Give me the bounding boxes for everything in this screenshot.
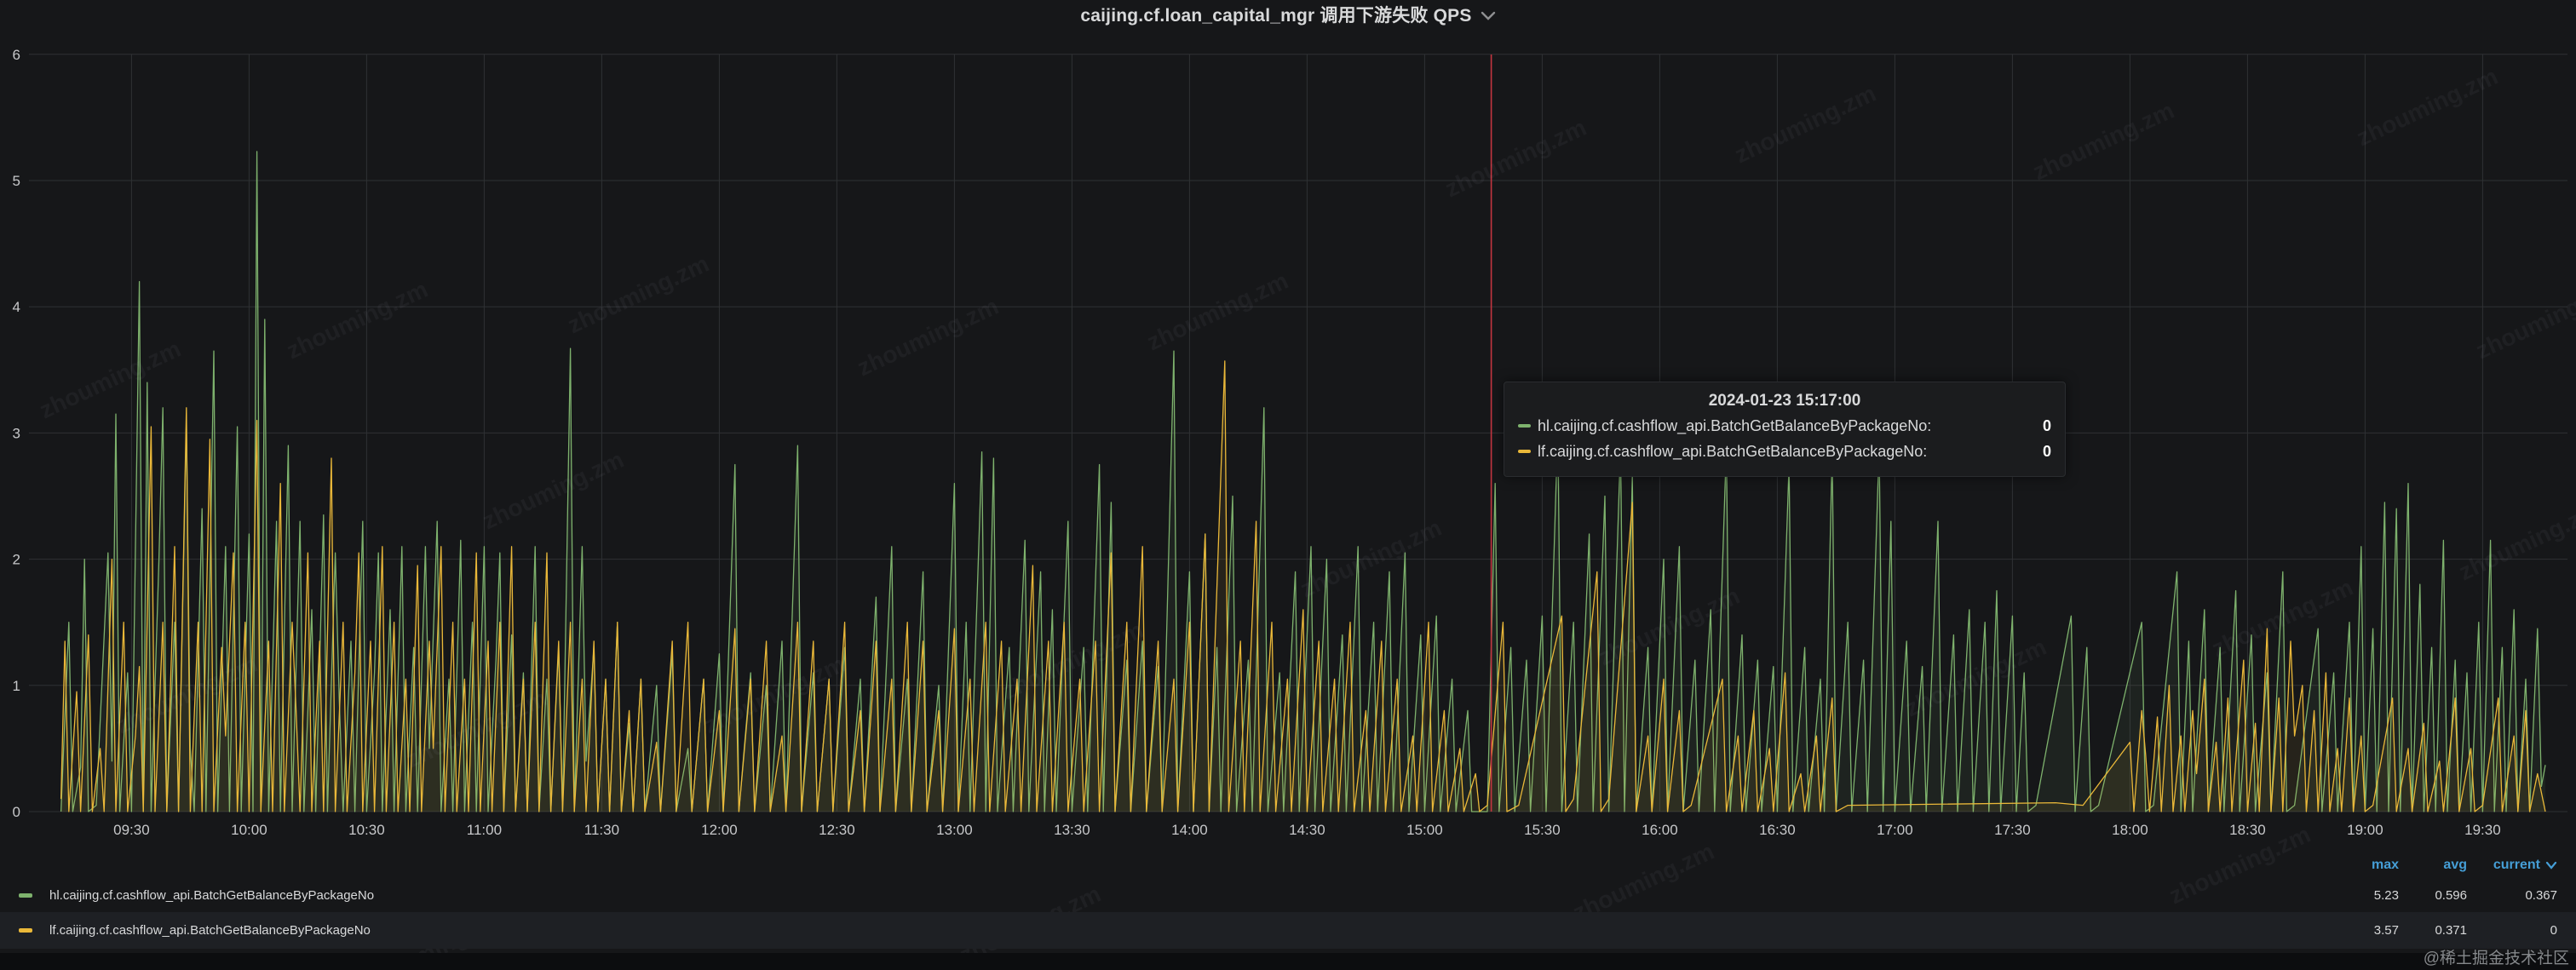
x-axis-label: 13:30 [1054,822,1090,838]
legend-series-label[interactable]: hl.caijing.cf.cashflow_api.BatchGetBalan… [49,888,375,903]
series-color-swatch[interactable] [19,928,32,933]
y-axis-label: 6 [13,47,20,63]
legend-avg-value: 0.596 [2435,888,2467,903]
y-axis-label: 1 [13,678,20,694]
series-fill-1 [60,360,2545,812]
series-fill-0 [60,151,2545,812]
legend-max-value: 5.23 [2373,888,2399,903]
legend-row-lf: lf.caijing.cf.cashflow_api.BatchGetBalan… [0,912,2576,949]
x-axis-label: 17:00 [1877,822,1913,838]
legend-sort-max[interactable]: max [2371,858,2399,872]
legend-max-value: 3.57 [2373,923,2399,938]
y-axis-label: 2 [13,552,20,568]
x-axis-label: 19:00 [2347,822,2383,838]
chevron-down-icon[interactable] [1481,11,1496,21]
legend-current-value: 0.367 [2525,888,2557,903]
legend-header: max avg current [0,852,2576,879]
y-axis-label: 4 [13,299,20,315]
x-axis-label: 09:30 [113,822,150,838]
legend-avg-value: 0.371 [2435,923,2467,938]
x-axis-label: 10:00 [231,822,267,838]
x-axis-label: 16:30 [1759,822,1796,838]
x-axis-label: 15:00 [1406,822,1443,838]
x-axis-label: 15:30 [1524,822,1561,838]
tooltip-series-value: 0 [2042,442,2051,460]
x-axis-label: 19:30 [2464,822,2501,838]
x-axis-label: 16:00 [1642,822,1678,838]
x-axis-label: 14:30 [1289,822,1325,838]
panel-bottom-strip [0,953,2576,970]
legend-series-label[interactable]: lf.caijing.cf.cashflow_api.BatchGetBalan… [49,923,371,938]
tooltip-row: lf.caijing.cf.cashflow_api.BatchGetBalan… [1518,439,2051,464]
tooltip-series-label: lf.caijing.cf.cashflow_api.BatchGetBalan… [1538,442,1928,460]
chart-tooltip: 2024-01-23 15:17:00 hl.caijing.cf.cashfl… [1504,382,2066,477]
x-axis-label: 13:00 [936,822,973,838]
x-axis-label: 18:30 [2229,822,2266,838]
x-axis-label: 17:30 [1994,822,2031,838]
panel-title-bar: caijing.cf.loan_capital_mgr 调用下游失败 QPS [0,0,2576,29]
y-axis-label: 5 [13,173,20,189]
tooltip-series-value: 0 [2042,416,2051,434]
legend-sort-current[interactable]: current [2467,858,2557,873]
y-axis-label: 3 [13,425,20,441]
legend: max avg current hl.caijing.cf.cashflow_a… [0,852,2576,949]
tooltip-timestamp: 2024-01-23 15:17:00 [1708,392,1861,410]
x-axis-label: 14:00 [1171,822,1208,838]
x-axis-label: 12:00 [701,822,738,838]
legend-row-hl: hl.caijing.cf.cashflow_api.BatchGetBalan… [0,879,2576,912]
x-axis-label: 12:30 [819,822,855,838]
series-line-1 [60,360,2546,812]
x-axis-label: 11:00 [467,822,502,838]
series-color-swatch [1518,450,1531,453]
sort-chevron-down-icon [2545,861,2557,870]
x-axis-label: 18:00 [2112,822,2148,838]
corner-watermark: @稀土掘金技术社区 [2423,950,2569,967]
series-color-swatch[interactable] [19,893,32,898]
tooltip-row: hl.caijing.cf.cashflow_api.BatchGetBalan… [1518,413,2051,439]
panel-title[interactable]: caijing.cf.loan_capital_mgr 调用下游失败 QPS [1080,6,1472,26]
series-color-swatch [1518,424,1531,428]
x-axis-label: 10:30 [348,822,385,838]
tooltip-series-label: hl.caijing.cf.cashflow_api.BatchGetBalan… [1538,416,1932,434]
x-axis-label: 11:30 [584,822,619,838]
y-axis-label: 0 [13,804,20,820]
legend-sort-current-label: current [2493,858,2540,872]
legend-sort-avg[interactable]: avg [2443,858,2467,872]
legend-current-value: 0 [2550,923,2557,938]
